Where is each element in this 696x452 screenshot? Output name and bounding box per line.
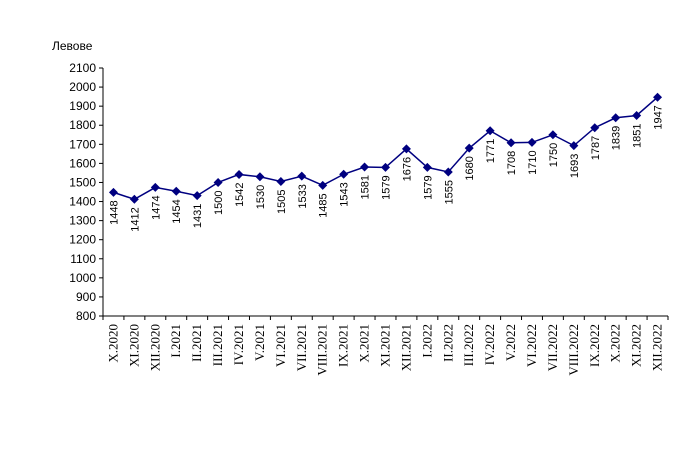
data-label: 1851 xyxy=(632,124,644,148)
data-label: 1542 xyxy=(234,182,246,206)
x-tick-label: II.2022 xyxy=(440,324,455,362)
y-tick-label: 2100 xyxy=(69,61,96,75)
y-tick-label: 1300 xyxy=(69,214,96,228)
marker xyxy=(234,169,244,179)
x-tick-label: X.2022 xyxy=(608,324,623,363)
data-label: 1750 xyxy=(548,143,560,167)
data-label: 1448 xyxy=(108,200,120,224)
marker xyxy=(360,162,370,172)
marker xyxy=(297,171,307,181)
marker xyxy=(129,194,139,204)
data-label: 1543 xyxy=(339,182,351,206)
data-label: 1500 xyxy=(213,190,225,214)
data-label: 1579 xyxy=(381,175,393,199)
marker xyxy=(464,143,474,153)
x-tick-label: XI.2020 xyxy=(126,324,141,367)
y-tick-label: 1700 xyxy=(69,137,96,151)
data-label: 1787 xyxy=(590,136,602,160)
marker xyxy=(632,111,642,121)
y-tick-label: 800 xyxy=(76,309,96,323)
x-tick-label: XI.2021 xyxy=(378,324,393,367)
marker xyxy=(276,177,286,187)
y-tick-label: 1200 xyxy=(69,233,96,247)
x-tick-label: XII.2021 xyxy=(398,324,413,371)
marker xyxy=(108,187,118,197)
x-tick-label: VI.2022 xyxy=(524,324,539,367)
x-tick-label: X.2021 xyxy=(357,324,372,363)
x-tick-label: XI.2022 xyxy=(629,324,644,367)
data-label: 1579 xyxy=(422,175,434,199)
marker xyxy=(569,141,579,151)
data-label: 1710 xyxy=(527,150,539,174)
x-tick-label: VIII.2021 xyxy=(315,324,330,376)
marker xyxy=(548,130,558,140)
x-tick-label: V.2021 xyxy=(252,324,267,361)
x-tick-label: I.2021 xyxy=(168,324,183,358)
y-tick-label: 1800 xyxy=(69,118,96,132)
data-label: 1485 xyxy=(318,193,330,217)
data-label: 1533 xyxy=(297,184,309,208)
y-tick-label: 1100 xyxy=(70,252,96,266)
data-label: 1708 xyxy=(506,151,518,175)
y-tick-label: 900 xyxy=(76,290,96,304)
x-tick-label: II.2021 xyxy=(189,324,204,362)
x-tick-label: XII.2022 xyxy=(650,324,665,371)
marker xyxy=(318,180,328,190)
data-label: 1680 xyxy=(464,156,476,180)
data-label: 1581 xyxy=(360,175,372,199)
marker xyxy=(150,182,160,192)
y-tick-label: 1500 xyxy=(69,175,96,189)
x-tick-label: IX.2021 xyxy=(336,324,351,367)
marker xyxy=(506,138,516,148)
data-label: 1412 xyxy=(129,207,141,231)
data-label: 1530 xyxy=(255,185,267,209)
data-label: 1947 xyxy=(653,105,665,129)
data-label: 1771 xyxy=(485,139,497,163)
marker xyxy=(443,167,453,177)
marker xyxy=(422,162,432,172)
x-tick-label: III.2022 xyxy=(461,324,476,366)
data-label: 1676 xyxy=(401,157,413,181)
data-label: 1555 xyxy=(443,180,455,204)
x-tick-label: X.2020 xyxy=(105,324,120,363)
x-tick-label: III.2021 xyxy=(210,324,225,366)
marker xyxy=(485,126,495,136)
marker xyxy=(590,123,600,133)
marker xyxy=(401,144,411,154)
x-tick-label: V.2022 xyxy=(503,324,518,361)
y-tick-label: 2000 xyxy=(69,80,96,94)
x-tick-label: VII.2022 xyxy=(545,324,560,371)
marker xyxy=(339,169,349,179)
data-label: 1839 xyxy=(611,126,623,150)
x-tick-label: I.2022 xyxy=(419,324,434,358)
x-tick-label: IV.2022 xyxy=(482,324,497,365)
y-tick-label: 1600 xyxy=(69,156,96,170)
y-axis-label: Левове xyxy=(52,39,93,53)
x-tick-label: VIII.2022 xyxy=(566,324,581,376)
marker xyxy=(213,177,223,187)
data-label: 1454 xyxy=(171,199,183,223)
x-tick-label: XII.2020 xyxy=(147,324,162,371)
marker xyxy=(192,191,202,201)
y-tick-label: 1000 xyxy=(69,271,96,285)
x-tick-label: IV.2021 xyxy=(231,324,246,365)
y-tick-label: 1400 xyxy=(69,195,96,209)
x-tick-label: VI.2021 xyxy=(273,324,288,367)
data-label: 1431 xyxy=(192,204,204,228)
y-tick-label: 1900 xyxy=(69,99,96,113)
marker xyxy=(381,162,390,172)
marker xyxy=(527,137,537,147)
marker xyxy=(653,92,663,102)
marker xyxy=(255,172,265,182)
marker xyxy=(611,113,621,123)
marker xyxy=(171,186,181,196)
x-tick-label: IX.2022 xyxy=(587,324,602,367)
x-tick-label: VII.2021 xyxy=(294,324,309,371)
data-label: 1505 xyxy=(276,190,288,214)
data-label: 1693 xyxy=(569,154,581,178)
data-label: 1474 xyxy=(150,195,162,219)
